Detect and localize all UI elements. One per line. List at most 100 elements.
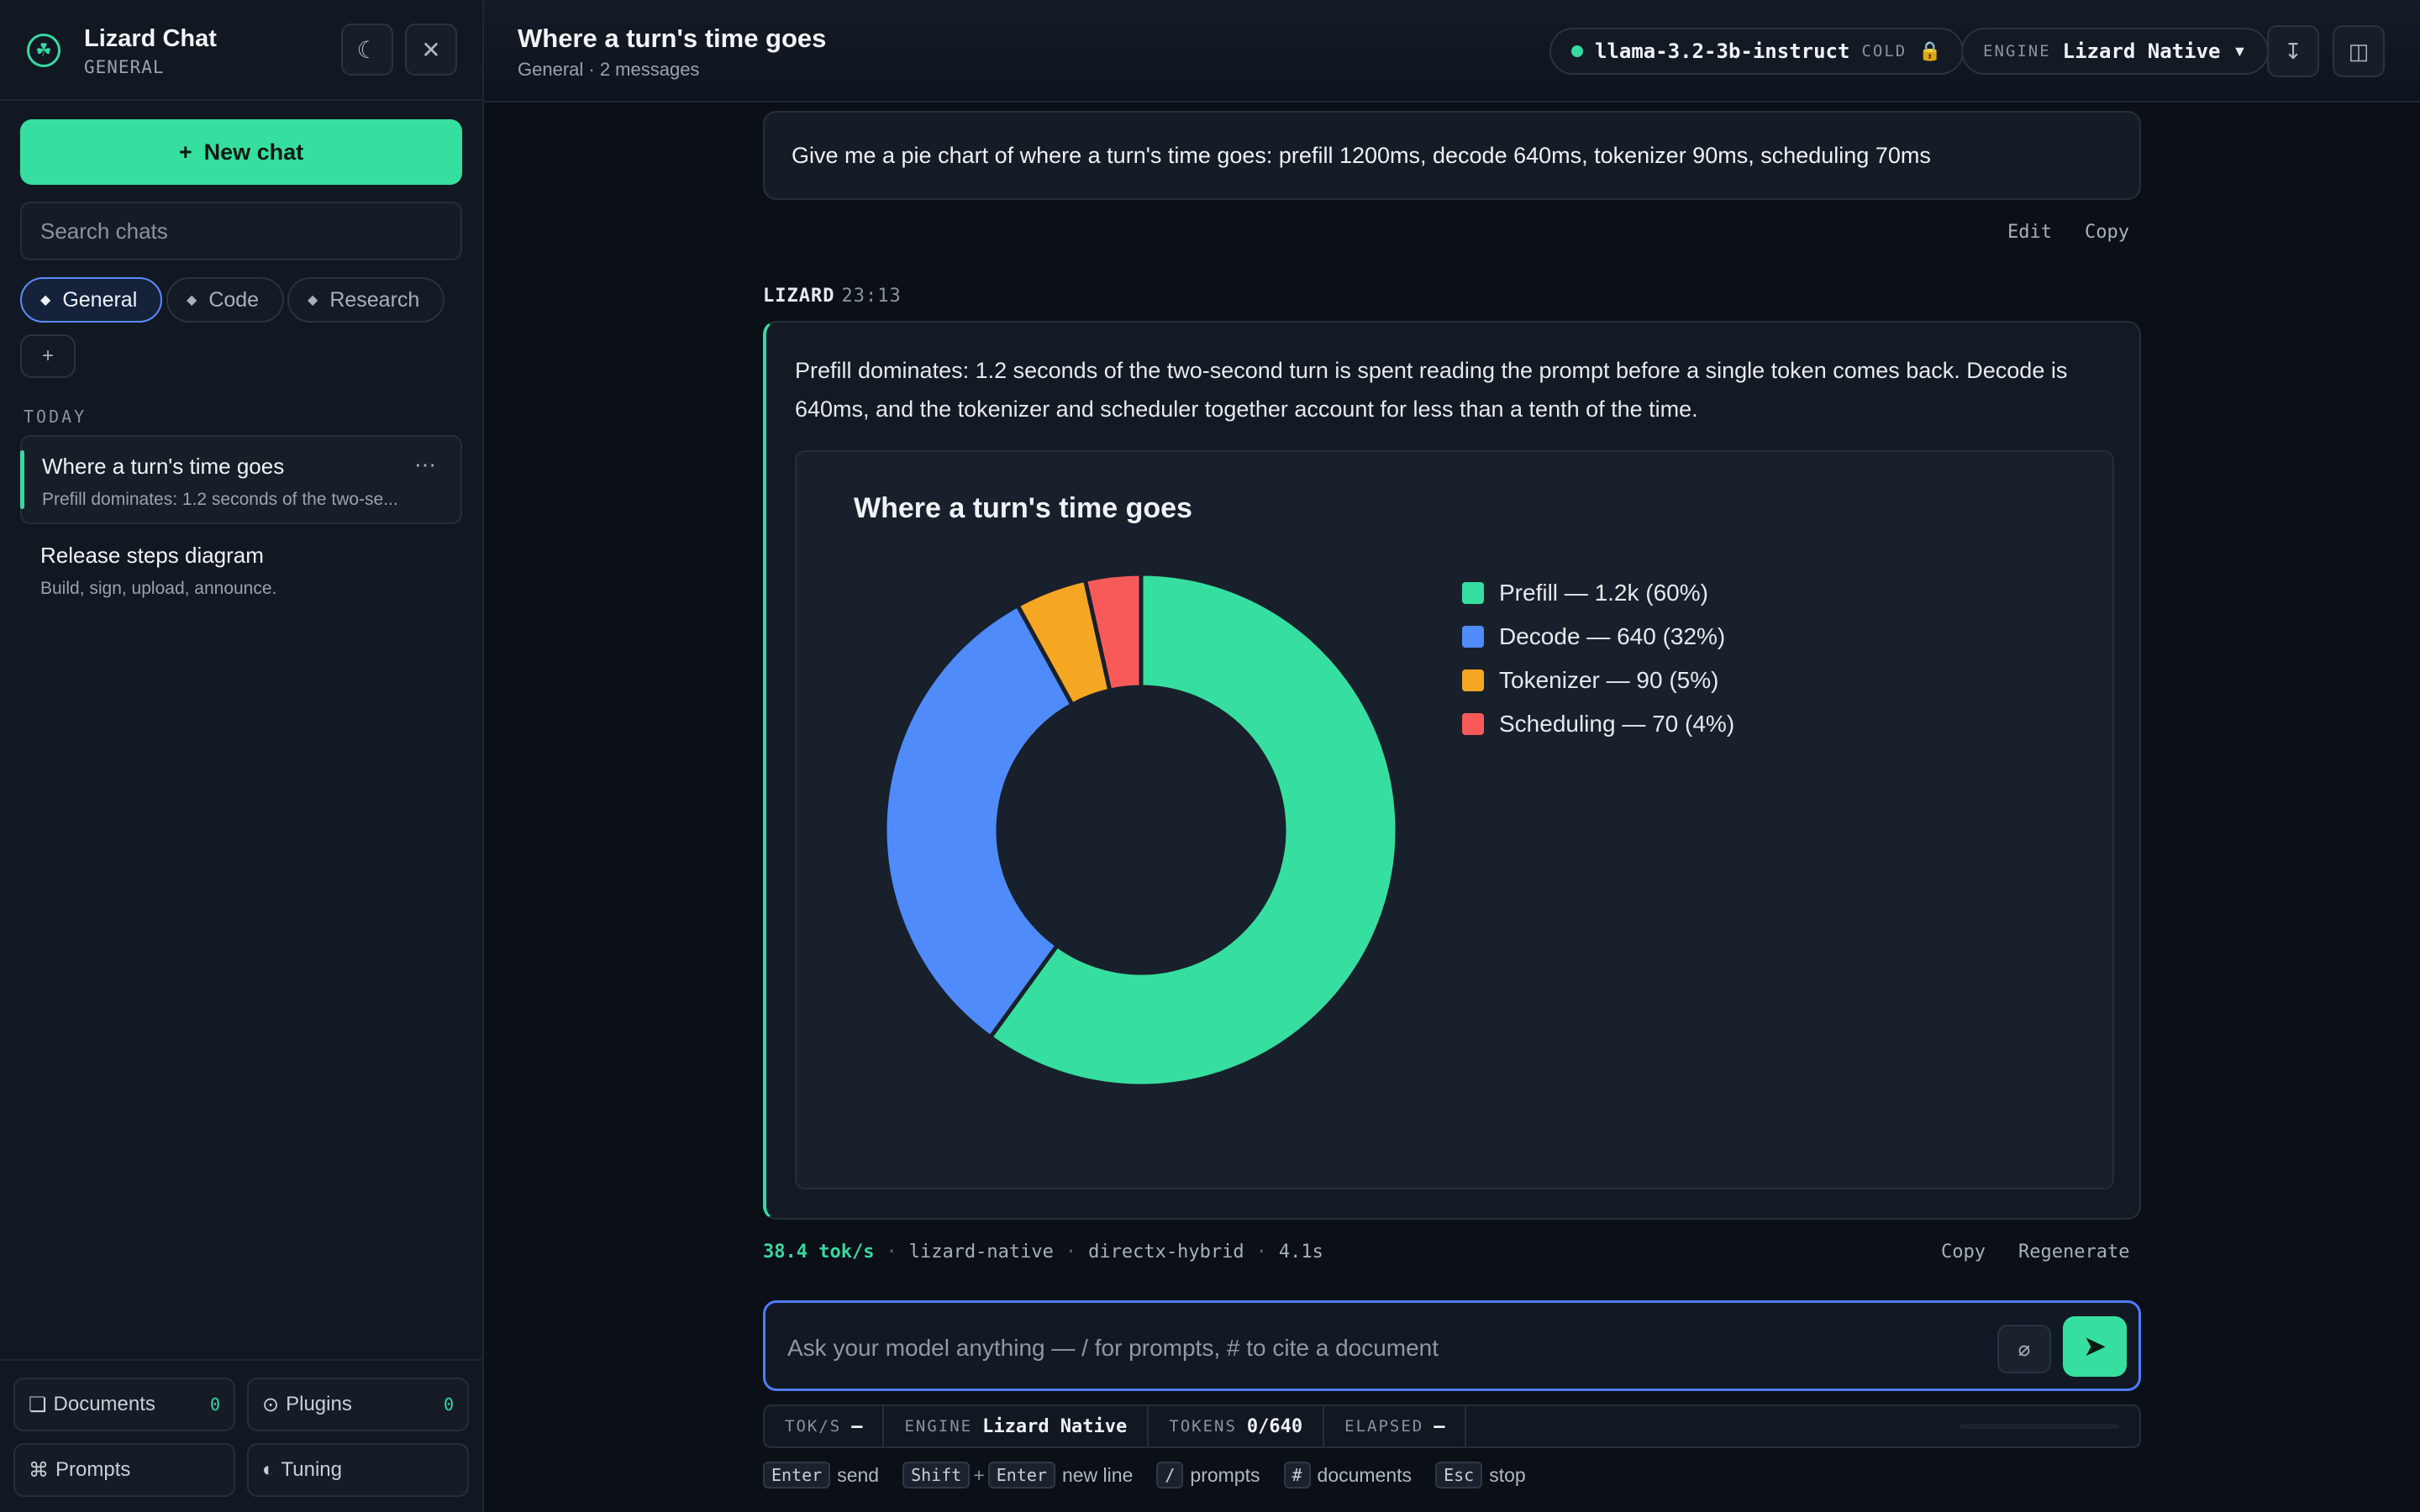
columns-icon: ◫: [2348, 38, 2370, 64]
search-input[interactable]: Search chats: [20, 202, 462, 260]
model-selector[interactable]: llama-3.2-3b-instruct COLD 🔒: [1549, 28, 1964, 75]
diamond-icon: ◆: [40, 293, 51, 307]
legend-item: Scheduling — 70 (4%): [1462, 702, 1734, 746]
key: #: [1283, 1462, 1311, 1488]
assistant-timestamp: 23:13: [841, 286, 902, 307]
scroll-bottom-button[interactable]: ↧: [2267, 25, 2319, 77]
edit-button[interactable]: Edit: [2007, 222, 2052, 243]
chip-label: Research: [329, 287, 420, 312]
copy-button[interactable]: Copy: [2085, 222, 2129, 243]
chip-code[interactable]: ◆ Code: [166, 277, 285, 323]
hint-text: stop: [1489, 1463, 1526, 1486]
lizard-logo-icon: ☘: [27, 34, 60, 67]
tokens-per-second: 38.4 tok/s: [763, 1242, 875, 1263]
sidebar: ☘ Lizard Chat GENERAL ☾ ✕ + New chat Sea…: [0, 0, 484, 1512]
copy-button[interactable]: Copy: [1941, 1242, 1986, 1263]
chart-legend: Prefill — 1.2k (60%) Decode — 640 (32%) …: [1462, 571, 1734, 746]
plugins-button[interactable]: ⊙ Plugins 0: [247, 1378, 469, 1431]
tuning-button[interactable]: ◐ Tuning: [247, 1443, 469, 1497]
hint-new-line: Shift + Enter new line: [902, 1462, 1133, 1488]
prompts-button[interactable]: ⌘ Prompts: [13, 1443, 235, 1497]
runtime-name: lizard-native: [908, 1242, 1054, 1263]
tuning-label: Tuning: [281, 1458, 343, 1481]
plugins-label: Plugins: [286, 1393, 352, 1415]
hint-text: prompts: [1190, 1463, 1260, 1486]
engine-selector[interactable]: ENGINE Lizard Native ▼: [1961, 28, 2270, 75]
regenerate-button[interactable]: Regenerate: [2018, 1242, 2130, 1263]
add-workspace-button[interactable]: +: [20, 334, 76, 378]
chip-general[interactable]: ◆ General: [20, 277, 163, 323]
chevron-down-icon: ▼: [2232, 42, 2248, 60]
conversation-meta: General · 2 messages: [518, 59, 700, 80]
assistant-name: LIZARD: [763, 286, 835, 307]
plugin-icon: ⊙: [262, 1393, 280, 1416]
send-button[interactable]: ➤: [2063, 1316, 2127, 1377]
plugins-count: 0: [443, 1394, 454, 1415]
moon-icon: ☾: [356, 36, 378, 63]
lock-icon: 🔒: [1918, 40, 1942, 61]
new-chat-button[interactable]: + New chat: [20, 119, 462, 185]
backend-name: directx-hybrid: [1088, 1242, 1244, 1263]
status-elapsed: ELAPSED –: [1324, 1406, 1467, 1446]
legend-item: Decode — 640 (32%): [1462, 615, 1734, 659]
paperclip-icon: ⌀: [2018, 1337, 2031, 1361]
documents-button[interactable]: ❏ Documents 0: [13, 1378, 235, 1431]
send-icon: ➤: [2082, 1331, 2107, 1362]
conversation-title: Where a turn's time goes: [42, 454, 285, 479]
close-sidebar-button[interactable]: ✕: [405, 24, 457, 76]
conversation-item-active[interactable]: Where a turn's time goes Prefill dominat…: [20, 435, 462, 524]
elapsed-time: 4.1s: [1278, 1242, 1323, 1263]
status-value: –: [1434, 1415, 1445, 1437]
theme-toggle-button[interactable]: ☾: [341, 24, 393, 76]
hint-text: send: [837, 1463, 880, 1486]
conversation-item[interactable]: Release steps diagram Build, sign, uploa…: [20, 526, 462, 615]
chip-label: Code: [208, 287, 260, 312]
diamond-icon: ◆: [187, 293, 197, 307]
new-chat-label: New chat: [203, 139, 304, 165]
model-state-badge: COLD: [1861, 42, 1907, 60]
message-composer[interactable]: Ask your model anything — / for prompts,…: [763, 1300, 2141, 1391]
brand-title: Lizard Chat: [84, 25, 217, 52]
assistant-message: Prefill dominates: 1.2 seconds of the tw…: [763, 321, 2141, 1220]
legend-swatch: [1462, 713, 1484, 735]
keyboard-hints: Enter send Shift + Enter new line / prompts #…: [763, 1462, 1549, 1488]
brand-subtitle: GENERAL: [84, 57, 165, 77]
pie-chart: [882, 571, 1400, 1089]
documents-count: 0: [209, 1394, 220, 1415]
close-icon: ✕: [421, 36, 441, 63]
more-options-icon[interactable]: ⋯: [414, 452, 437, 477]
documents-label: Documents: [53, 1393, 155, 1415]
sidebar-footer: ❏ Documents 0 ⊙ Plugins 0 ⌘ Prompts ◐ Tu…: [0, 1359, 482, 1512]
user-message-text: Give me a pie chart of where a turn's ti…: [792, 142, 1931, 168]
status-label: TOKENS: [1169, 1417, 1237, 1436]
hint-text: documents: [1317, 1463, 1413, 1486]
top-bar: Where a turn's time goes General · 2 mes…: [484, 0, 2420, 102]
plus-icon: +: [41, 344, 54, 367]
key: Enter: [763, 1462, 831, 1488]
page-title: Where a turn's time goes: [518, 24, 827, 53]
assistant-message-text: Prefill dominates: 1.2 seconds of the tw…: [795, 358, 2068, 422]
attach-button[interactable]: ⌀: [1997, 1325, 2051, 1373]
legend-item: Tokenizer — 90 (5%): [1462, 659, 1734, 702]
status-bar: TOK/S – ENGINE Lizard Native TOKENS 0/640 E…: [763, 1404, 2141, 1448]
split-view-button[interactable]: ◫: [2333, 25, 2385, 77]
status-value: 0/640: [1246, 1415, 1303, 1437]
chart-card: Where a turn's time goes Prefill — 1.2k …: [795, 450, 2114, 1189]
key: /: [1156, 1462, 1184, 1488]
hint-stop: Esc stop: [1435, 1462, 1526, 1488]
document-icon: ❏: [29, 1393, 47, 1416]
main-panel: Where a turn's time goes General · 2 mes…: [484, 0, 2420, 1512]
hint-text: new line: [1061, 1463, 1134, 1486]
arrow-down-icon: ↧: [2284, 38, 2302, 64]
status-label: TOK/S: [785, 1417, 842, 1436]
chip-research[interactable]: ◆ Research: [287, 277, 445, 323]
engine-value: Lizard Native: [2062, 39, 2221, 63]
status-value: –: [851, 1415, 863, 1437]
prompts-label: Prompts: [55, 1458, 131, 1481]
separator: ·: [1255, 1242, 1267, 1263]
user-message: Give me a pie chart of where a turn's ti…: [763, 111, 2141, 200]
legend-label: Scheduling — 70 (4%): [1499, 711, 1735, 737]
pie-slice-prefill: [987, 571, 1400, 1089]
key: Shift: [902, 1462, 971, 1488]
section-label-today: TODAY: [24, 407, 87, 427]
